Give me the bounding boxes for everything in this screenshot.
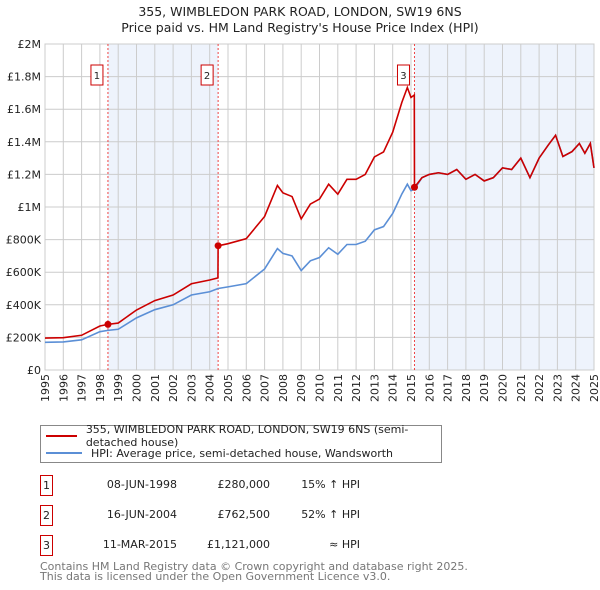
x-tick-label: 2020 bbox=[497, 374, 510, 402]
sale-label: 1 bbox=[94, 71, 100, 82]
sale-point bbox=[410, 183, 418, 191]
x-tick-label: 1995 bbox=[39, 374, 52, 402]
x-tick-label: 2019 bbox=[478, 374, 491, 402]
sale-marker: 2 bbox=[40, 505, 53, 526]
x-tick-label: 2013 bbox=[368, 374, 381, 402]
x-tick-label: 2016 bbox=[423, 374, 436, 402]
y-tick-label: £0 bbox=[27, 364, 41, 377]
x-tick-label: 2002 bbox=[167, 374, 180, 402]
y-tick-label: £200K bbox=[6, 331, 42, 344]
x-tick-label: 2024 bbox=[570, 374, 583, 402]
y-tick-label: £1.2M bbox=[7, 168, 41, 181]
x-tick-label: 1999 bbox=[112, 374, 125, 402]
sale-price: £1,121,000 bbox=[207, 538, 270, 551]
legend-swatch bbox=[46, 452, 82, 454]
y-tick-label: £2M bbox=[18, 38, 42, 51]
x-tick-label: 2023 bbox=[551, 374, 564, 402]
y-tick-label: £1M bbox=[18, 201, 42, 214]
sale-label-box bbox=[396, 64, 410, 86]
x-tick-label: 2009 bbox=[295, 374, 308, 402]
legend-item-property: 355, WIMBLEDON PARK ROAD, LONDON, SW19 6… bbox=[46, 423, 441, 449]
x-tick-label: 2012 bbox=[350, 374, 363, 402]
legend-swatch bbox=[46, 435, 77, 437]
sale-label: 3 bbox=[400, 71, 406, 82]
y-tick-label: £400K bbox=[6, 299, 42, 312]
y-tick-label: £600K bbox=[6, 266, 42, 279]
footer-licence: This data is licensed under the Open Gov… bbox=[40, 570, 391, 583]
sale-hpi: 52% ↑ HPI bbox=[301, 508, 360, 521]
sale-marker: 3 bbox=[40, 535, 53, 556]
chart-subtitle: Price paid vs. HM Land Registry's House … bbox=[121, 20, 479, 35]
x-tick-label: 2004 bbox=[204, 374, 217, 402]
sale-label-box bbox=[90, 64, 104, 86]
x-tick-label: 2022 bbox=[533, 374, 546, 402]
x-tick-label: 2001 bbox=[149, 374, 162, 402]
x-tick-label: 2005 bbox=[222, 374, 235, 402]
x-tick-label: 2011 bbox=[332, 374, 345, 402]
x-tick-label: 2021 bbox=[515, 374, 528, 402]
sale-price: £762,500 bbox=[217, 508, 271, 521]
legend-label: HPI: Average price, semi-detached house,… bbox=[91, 446, 393, 460]
x-tick-label: 2003 bbox=[185, 374, 198, 402]
sale-date: 08-JUN-1998 bbox=[106, 478, 177, 491]
sale-marker: 1 bbox=[40, 475, 53, 496]
x-tick-label: 2017 bbox=[442, 374, 455, 402]
sale-label-box bbox=[200, 64, 214, 86]
x-tick-label: 2000 bbox=[131, 374, 144, 402]
x-tick-label: 2006 bbox=[240, 374, 253, 402]
sale-point bbox=[214, 242, 222, 250]
x-tick-label: 2018 bbox=[460, 374, 473, 402]
x-tick-label: 2007 bbox=[259, 374, 272, 402]
sale-hpi: ≈ HPI bbox=[329, 538, 360, 551]
sale-date: 16-JUN-2004 bbox=[106, 508, 177, 521]
plot-border bbox=[44, 43, 595, 371]
x-tick-label: 1997 bbox=[76, 374, 89, 402]
x-tick-label: 1998 bbox=[94, 374, 107, 402]
x-tick-label: 2010 bbox=[314, 374, 327, 402]
sale-hpi: 15% ↑ HPI bbox=[301, 478, 360, 491]
chart-title: 355, WIMBLEDON PARK ROAD, LONDON, SW19 6… bbox=[138, 4, 462, 19]
sale-price: £280,000 bbox=[217, 478, 271, 491]
x-tick-label: 1996 bbox=[57, 374, 70, 402]
legend-item-hpi: HPI: Average price, semi-detached house,… bbox=[46, 445, 393, 461]
legend: 355, WIMBLEDON PARK ROAD, LONDON, SW19 6… bbox=[40, 423, 442, 463]
price-paid-line bbox=[44, 85, 595, 339]
legend-label: 355, WIMBLEDON PARK ROAD, LONDON, SW19 6… bbox=[85, 423, 409, 449]
plot-area: 1995 1996 1997 1998 1999 2000 2001 2002 2003 2004… bbox=[6, 38, 600, 402]
y-tick-label: £1.8M bbox=[7, 71, 41, 84]
y-tick-label: £1.6M bbox=[7, 103, 41, 116]
x-tick-label: 2025 bbox=[588, 374, 600, 402]
x-tick-label: 2015 bbox=[405, 374, 418, 402]
sale-point bbox=[104, 320, 112, 328]
sale-label: 2 bbox=[204, 71, 210, 82]
footer-copyright: Contains HM Land Registry data © Crown c… bbox=[40, 560, 468, 573]
x-tick-label: 2008 bbox=[277, 374, 290, 402]
x-tick-label: 2014 bbox=[387, 374, 400, 402]
y-tick-label: £800K bbox=[6, 234, 42, 247]
sale-date: 11-MAR-2015 bbox=[102, 538, 177, 551]
y-tick-label: £1.4M bbox=[7, 136, 41, 149]
